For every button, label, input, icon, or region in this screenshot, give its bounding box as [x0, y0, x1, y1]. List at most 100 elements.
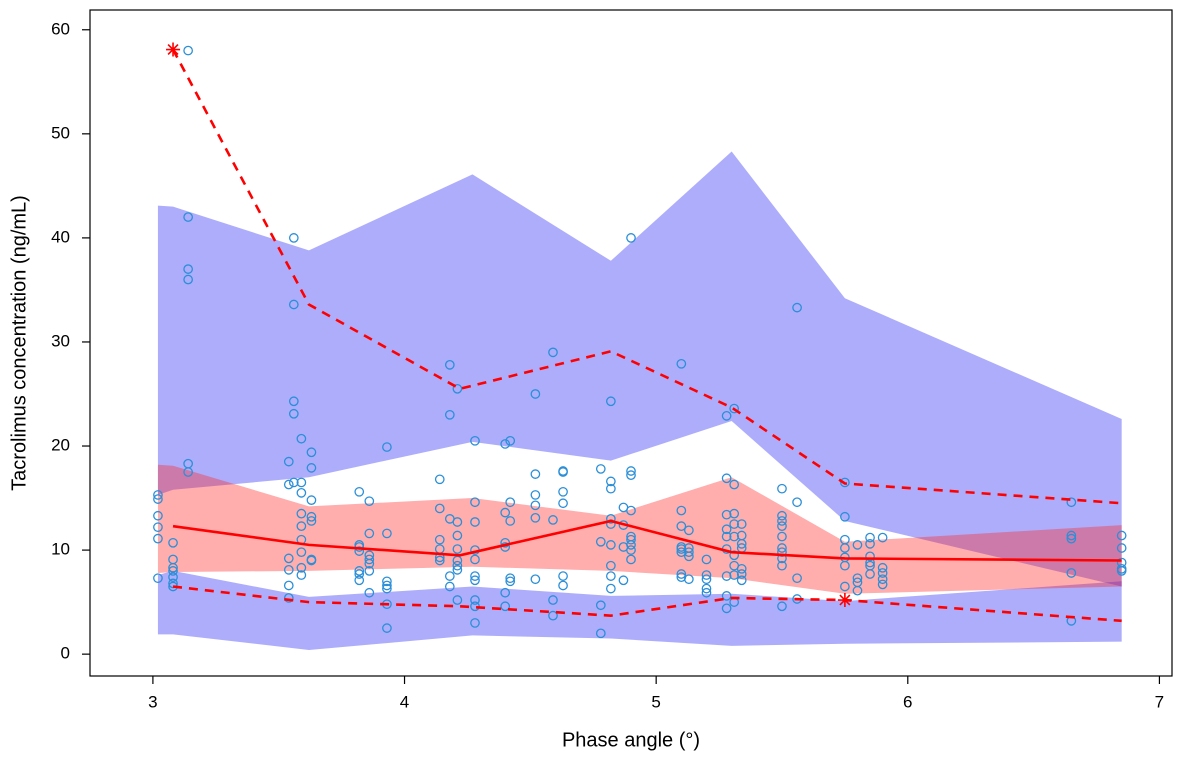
observation-point: [852, 585, 863, 596]
observation-point: [288, 233, 299, 243]
observation-point: [736, 563, 747, 574]
observation-point: [530, 500, 541, 511]
observation-point: [434, 534, 445, 545]
observation-point: [183, 45, 193, 56]
observation-point: [777, 521, 787, 532]
observation-point: [306, 555, 317, 566]
observation-point: [470, 554, 480, 565]
observation-point: [153, 522, 163, 533]
x-axis-title: Phase angle (°): [562, 729, 700, 751]
observation-point: [168, 562, 178, 573]
observation-point: [452, 595, 463, 605]
observation-point: [1116, 566, 1127, 576]
observation-point: [777, 560, 787, 571]
observation-point: [505, 516, 516, 526]
observation-point: [736, 519, 747, 529]
observation-point: [865, 551, 875, 562]
observation-point: [153, 494, 163, 504]
x-tick-label: 6: [903, 692, 912, 711]
observation-point: [840, 560, 850, 571]
observation-point: [354, 569, 365, 579]
observation-point: [354, 486, 365, 497]
observation-point: [548, 515, 558, 525]
observation-point: [183, 467, 193, 477]
observation-point: [595, 464, 606, 474]
observation-point: [444, 409, 455, 420]
y-axis-title: Tacrolimus concentration (ng/mL): [8, 195, 30, 491]
observation-point: [676, 358, 687, 369]
observation-point: [877, 532, 888, 543]
x-tick-label: 5: [651, 692, 660, 711]
observation-point: [736, 569, 747, 579]
observation-point: [626, 505, 636, 516]
observation-point: [721, 531, 732, 542]
observation-point: [626, 466, 636, 476]
observation-point: [288, 408, 299, 419]
observation-point: [865, 532, 875, 543]
observation-point: [364, 554, 375, 565]
observation-point: [676, 569, 687, 579]
observation-point: [505, 576, 516, 587]
observation-point: [168, 566, 178, 576]
observation-point: [306, 516, 317, 526]
observation-point: [283, 553, 294, 564]
observation-point: [382, 583, 392, 594]
observation-point: [183, 212, 193, 222]
observation-point: [558, 486, 568, 497]
observation-point: [777, 483, 787, 494]
observation-point: [626, 554, 636, 565]
observed-percentile-line: [171, 48, 1122, 505]
observation-point: [434, 555, 445, 566]
observation-point: [792, 302, 802, 313]
observation-point: [306, 447, 317, 458]
observation-point: [444, 571, 455, 581]
observation-point: [548, 595, 558, 605]
observation-point: [153, 573, 163, 584]
observation-point: [777, 516, 787, 526]
observation-point: [626, 545, 636, 555]
observation-point: [626, 233, 636, 243]
x-tick-label: 7: [1155, 692, 1164, 711]
observation-point: [840, 581, 850, 592]
observation-point: [792, 573, 802, 584]
observation-point: [306, 495, 317, 505]
y-tick-label: 20: [51, 436, 70, 455]
observation-point: [852, 540, 863, 550]
observation-point: [676, 547, 687, 558]
observation-point: [721, 591, 732, 601]
observation-point: [721, 410, 732, 421]
y-tick-label: 40: [51, 227, 70, 246]
observation-point: [606, 483, 616, 494]
observation-point: [505, 573, 516, 584]
observation-point: [452, 517, 463, 527]
observation-point: [288, 299, 299, 310]
observation-point: [288, 396, 299, 407]
observation-point: [684, 547, 694, 558]
observation-point: [354, 575, 365, 586]
observation-point: [595, 628, 606, 639]
observation-point: [721, 603, 732, 614]
observation-point: [354, 566, 365, 576]
observation-point: [296, 570, 307, 580]
observation-point: [548, 610, 558, 621]
observation-point: [500, 439, 511, 449]
observation-point: [153, 510, 163, 521]
observation-point: [721, 571, 732, 581]
observation-point: [283, 580, 294, 591]
observation-point: [626, 540, 636, 550]
observation-point: [434, 503, 445, 514]
observation-point: [606, 540, 616, 550]
observation-point: [606, 571, 616, 581]
observation-point: [729, 403, 740, 414]
observation-point: [1116, 543, 1127, 553]
y-tick-label: 0: [61, 644, 70, 663]
observation-point: [840, 543, 850, 553]
observation-point: [470, 595, 480, 605]
observation-point: [505, 435, 516, 446]
observation-point: [382, 442, 392, 452]
observation-point: [684, 551, 694, 562]
observation-point: [736, 575, 747, 586]
observation-point: [877, 574, 888, 585]
observation-point: [729, 519, 740, 529]
